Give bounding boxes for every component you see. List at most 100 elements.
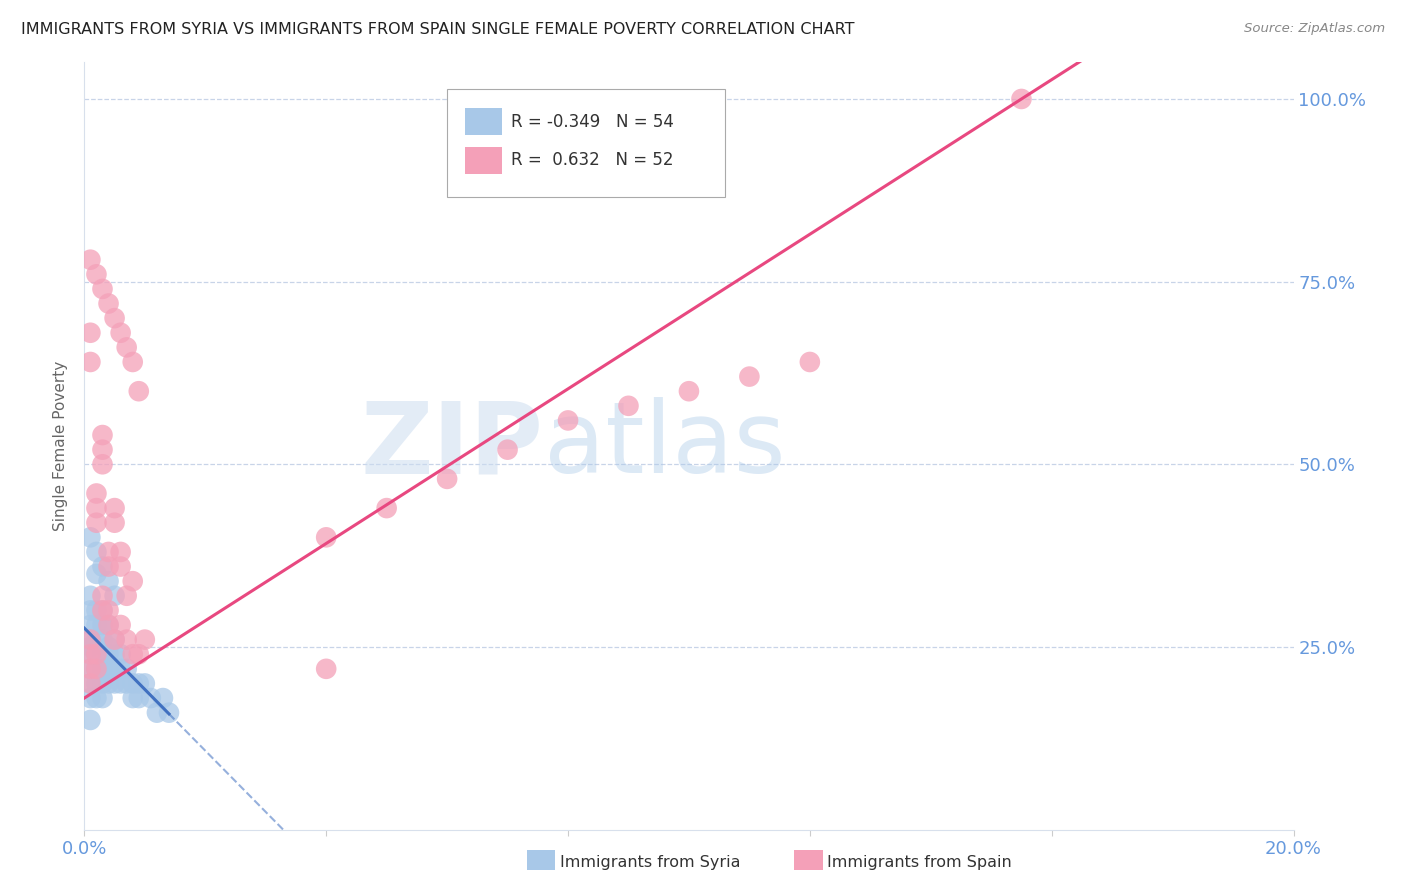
Point — [79, 647, 101, 661]
FancyBboxPatch shape — [447, 89, 725, 197]
Point — [91, 603, 114, 617]
Point — [115, 662, 138, 676]
Point — [115, 589, 138, 603]
Point — [104, 662, 127, 676]
Point — [79, 662, 101, 676]
Text: IMMIGRANTS FROM SYRIA VS IMMIGRANTS FROM SPAIN SINGLE FEMALE POVERTY CORRELATION: IMMIGRANTS FROM SYRIA VS IMMIGRANTS FROM… — [21, 22, 855, 37]
Point — [91, 559, 114, 574]
Point — [86, 566, 108, 581]
Point — [91, 589, 114, 603]
Point — [110, 559, 132, 574]
Point — [110, 662, 132, 676]
Point — [557, 413, 579, 427]
Text: R = -0.349   N = 54: R = -0.349 N = 54 — [512, 112, 673, 130]
Point — [678, 384, 700, 399]
Point — [91, 603, 114, 617]
Text: Source: ZipAtlas.com: Source: ZipAtlas.com — [1244, 22, 1385, 36]
Text: Immigrants from Syria: Immigrants from Syria — [560, 855, 740, 870]
Point — [79, 647, 101, 661]
Point — [86, 618, 108, 632]
Point — [110, 676, 132, 690]
Point — [128, 647, 150, 661]
Point — [79, 632, 101, 647]
Point — [152, 691, 174, 706]
Bar — [465, 147, 502, 174]
Text: R =  0.632   N = 52: R = 0.632 N = 52 — [512, 151, 673, 169]
Point — [97, 618, 120, 632]
Point — [79, 530, 101, 544]
Point — [97, 545, 120, 559]
Point — [104, 676, 127, 690]
Point — [115, 676, 138, 690]
Bar — [465, 109, 502, 136]
Point — [86, 603, 108, 617]
Point — [121, 676, 143, 690]
Point — [79, 676, 101, 690]
Point — [738, 369, 761, 384]
Point — [104, 632, 127, 647]
Point — [121, 574, 143, 589]
Point — [79, 618, 101, 632]
Point — [104, 311, 127, 326]
Point — [97, 640, 120, 654]
Point — [91, 457, 114, 471]
Point — [139, 691, 162, 706]
Point — [91, 632, 114, 647]
Point — [315, 662, 337, 676]
Point — [79, 662, 101, 676]
Point — [86, 662, 108, 676]
Point — [86, 676, 108, 690]
Point — [104, 589, 127, 603]
Point — [97, 676, 120, 690]
Point — [110, 618, 132, 632]
Text: Immigrants from Spain: Immigrants from Spain — [827, 855, 1011, 870]
Point — [79, 589, 101, 603]
Point — [79, 252, 101, 267]
Point — [121, 355, 143, 369]
Point — [86, 516, 108, 530]
Point — [104, 516, 127, 530]
Point — [110, 326, 132, 340]
Point — [91, 662, 114, 676]
Point — [104, 632, 127, 647]
Point — [86, 545, 108, 559]
Point — [436, 472, 458, 486]
Point — [86, 647, 108, 661]
Point — [104, 501, 127, 516]
Point — [128, 676, 150, 690]
Point — [86, 268, 108, 282]
Point — [91, 442, 114, 457]
Point — [79, 676, 101, 690]
Point — [115, 632, 138, 647]
Point — [91, 691, 114, 706]
Point — [79, 632, 101, 647]
Point — [97, 296, 120, 310]
Y-axis label: Single Female Poverty: Single Female Poverty — [53, 361, 69, 531]
Point — [79, 640, 101, 654]
Point — [97, 618, 120, 632]
Point — [79, 603, 101, 617]
Point — [91, 618, 114, 632]
Point — [375, 501, 398, 516]
Point — [79, 713, 101, 727]
Point — [1011, 92, 1033, 106]
Point — [86, 501, 108, 516]
Text: atlas: atlas — [544, 398, 786, 494]
Point — [146, 706, 169, 720]
Point — [134, 632, 156, 647]
Point — [104, 647, 127, 661]
Point — [86, 691, 108, 706]
Point — [121, 691, 143, 706]
Point — [79, 326, 101, 340]
Point — [79, 355, 101, 369]
Point — [86, 662, 108, 676]
Point — [97, 647, 120, 661]
Point — [97, 559, 120, 574]
Point — [496, 442, 519, 457]
Point — [97, 662, 120, 676]
Point — [86, 632, 108, 647]
Point — [97, 603, 120, 617]
Point — [115, 340, 138, 354]
Point — [91, 647, 114, 661]
Point — [110, 545, 132, 559]
